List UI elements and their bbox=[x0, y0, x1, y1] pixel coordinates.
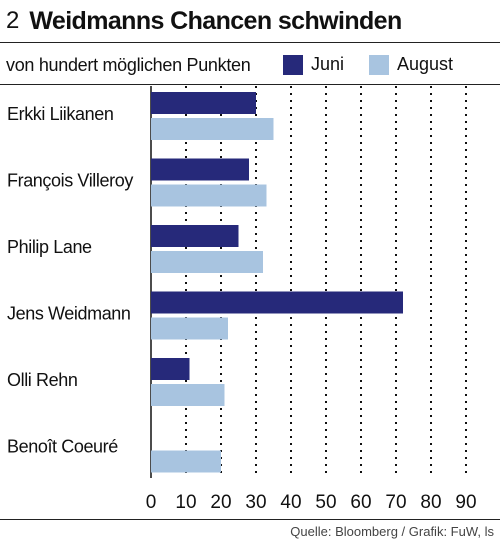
legend-swatch-august bbox=[369, 54, 389, 75]
legend-divider bbox=[0, 84, 500, 85]
category-label: Erkki Liikanen bbox=[7, 104, 113, 124]
category-label: Olli Rehn bbox=[7, 370, 77, 390]
x-tick-label: 40 bbox=[280, 492, 301, 513]
bars-layer bbox=[151, 92, 403, 473]
bar-juni-2 bbox=[151, 225, 239, 247]
source-note: Quelle: Bloomberg / Grafik: FuW, ls bbox=[290, 524, 494, 539]
x-tick-label: 20 bbox=[210, 492, 231, 513]
bar-august-0 bbox=[151, 118, 274, 140]
x-tick-label: 80 bbox=[420, 492, 441, 513]
x-tick-label: 0 bbox=[146, 492, 157, 513]
grid-layer bbox=[150, 86, 467, 478]
category-label: François Villeroy bbox=[7, 171, 133, 191]
legend-swatch-juni bbox=[283, 54, 303, 75]
x-tick-label: 10 bbox=[175, 492, 196, 513]
category-label: Jens Weidmann bbox=[7, 304, 131, 324]
category-label: Philip Lane bbox=[7, 237, 92, 257]
bar-juni-0 bbox=[151, 92, 256, 114]
bar-august-5 bbox=[151, 450, 221, 473]
footer-divider bbox=[0, 519, 500, 520]
legend-item-august: August bbox=[369, 54, 453, 75]
chart-number: 2 bbox=[6, 7, 20, 34]
category-labels: Erkki Liikanen François Villeroy Philip La… bbox=[7, 104, 134, 457]
title-row: 2 Weidmanns Chancen schwinden bbox=[6, 4, 402, 38]
x-tick-label: 90 bbox=[455, 492, 476, 513]
category-label: Benoît Coeuré bbox=[7, 437, 118, 457]
title-divider bbox=[0, 42, 500, 43]
legend-label-august: August bbox=[397, 54, 454, 74]
chart-subtitle: von hundert möglichen Punkten bbox=[6, 55, 251, 75]
bar-august-2 bbox=[151, 251, 263, 273]
bar-august-3 bbox=[151, 317, 228, 340]
bar-juni-3 bbox=[151, 291, 403, 314]
x-tick-label: 60 bbox=[350, 492, 371, 513]
x-axis-ticks: 0 10 20 30 40 50 60 70 80 90 bbox=[146, 492, 477, 513]
legend-item-juni: Juni bbox=[283, 54, 344, 75]
bar-juni-4 bbox=[151, 358, 190, 380]
legend-label-juni: Juni bbox=[311, 54, 345, 74]
bar-august-4 bbox=[151, 384, 225, 406]
bar-august-1 bbox=[151, 184, 267, 207]
x-tick-label: 30 bbox=[245, 492, 266, 513]
x-tick-label: 70 bbox=[385, 492, 406, 513]
x-tick-label: 50 bbox=[315, 492, 336, 513]
chart-title: Weidmanns Chancen schwinden bbox=[29, 6, 402, 35]
bar-juni-1 bbox=[151, 158, 249, 181]
